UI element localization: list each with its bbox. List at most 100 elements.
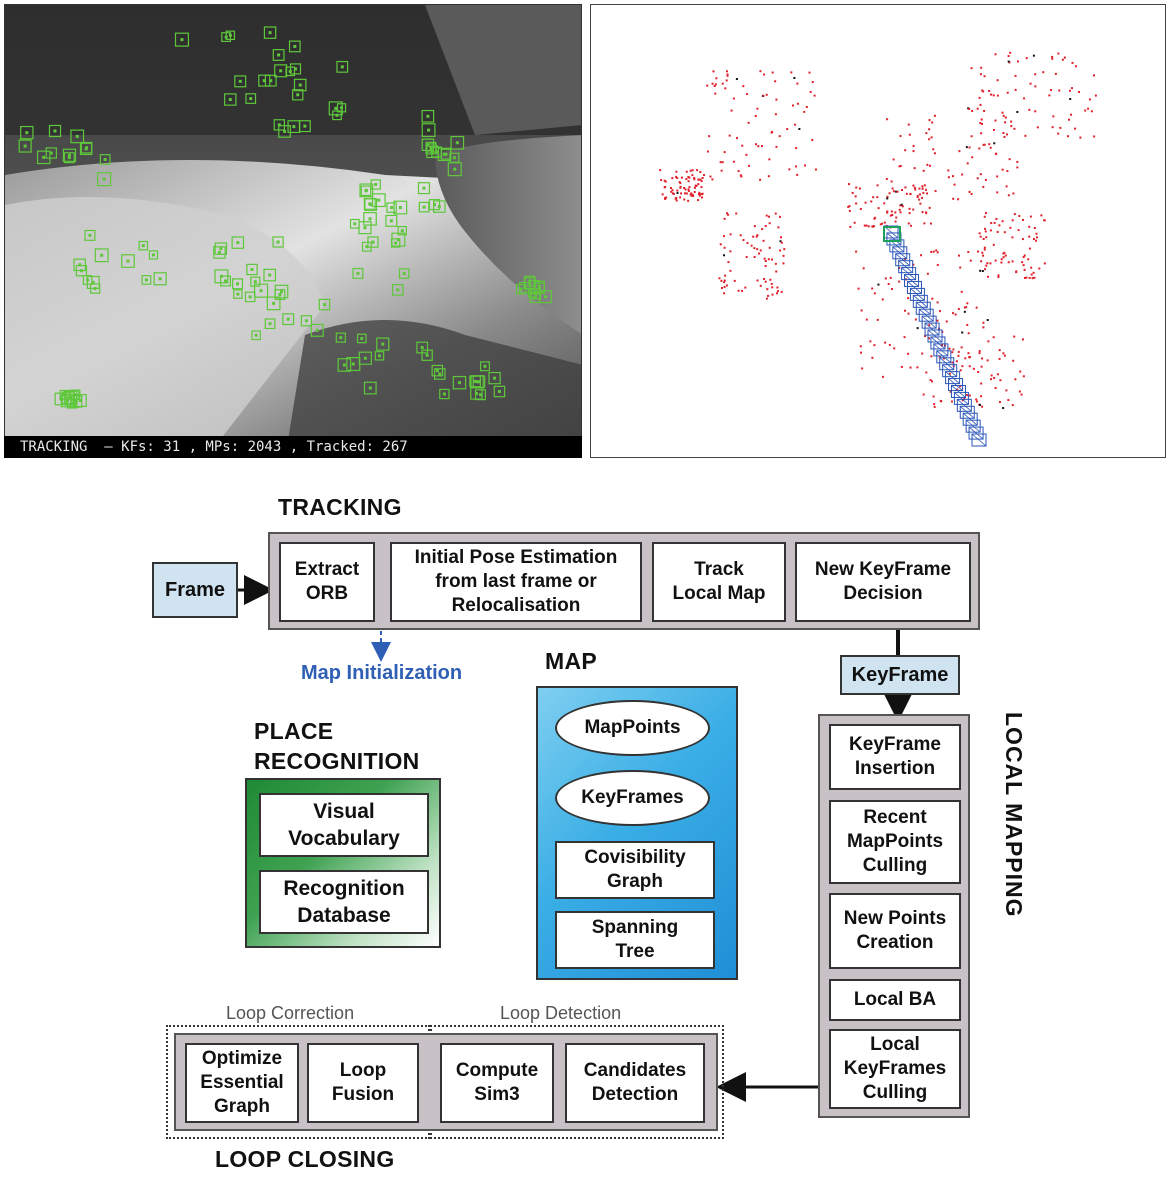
feature-point [534, 292, 538, 296]
map-point [788, 168, 791, 171]
map-point [779, 215, 782, 218]
map-point [1034, 110, 1037, 113]
map-point [930, 355, 933, 358]
map-point [936, 301, 939, 304]
map-point [871, 356, 874, 359]
map-point [970, 192, 973, 195]
map-point [872, 196, 875, 199]
map-point [1094, 94, 1097, 97]
feature-point [49, 151, 53, 155]
map-point [776, 286, 779, 289]
loop-detection-label: Loop Detection [500, 1003, 622, 1023]
map-point [763, 73, 766, 76]
map-point [916, 366, 919, 369]
feature-marker [272, 49, 285, 61]
map-point [982, 254, 985, 257]
keyframe-marker [895, 253, 911, 267]
feature-point [219, 247, 223, 251]
map-point [877, 207, 880, 210]
map-point [720, 286, 723, 289]
covisibility-graph-box: Covisibility Graph [555, 841, 715, 899]
map-point [728, 134, 731, 137]
map-point [935, 249, 938, 252]
feature-marker [82, 275, 93, 285]
map-point [886, 211, 889, 214]
keyframe-marker [959, 405, 975, 419]
map-point [798, 128, 801, 131]
feature-point [67, 153, 71, 157]
map-point [1001, 168, 1004, 171]
feature-marker [493, 385, 506, 398]
map-point [983, 75, 986, 78]
feature-point [356, 271, 360, 275]
map-point [890, 180, 893, 183]
map-point [966, 162, 969, 165]
map-point [961, 331, 964, 334]
map-point [863, 224, 866, 227]
map-point [811, 81, 814, 84]
map-point [961, 365, 964, 368]
feature-marker [450, 135, 465, 150]
map-point [966, 323, 969, 326]
feature-point [369, 203, 373, 207]
map-point [725, 79, 728, 82]
map-point [873, 344, 876, 347]
keyframe-marker [948, 378, 964, 392]
map-point [805, 106, 808, 109]
map-point [680, 192, 683, 195]
map-point [765, 297, 768, 300]
feature-marker [359, 183, 374, 198]
map-point [876, 184, 879, 187]
map-point [907, 312, 910, 315]
map-point [1022, 255, 1025, 258]
map-point [958, 254, 961, 257]
keyframe-marker [939, 357, 955, 371]
map-point [919, 254, 922, 257]
map-point [994, 259, 997, 262]
map-point [719, 243, 722, 246]
map-point [921, 211, 924, 214]
feature-point [180, 38, 184, 42]
map-point [965, 306, 968, 309]
map-point [720, 279, 723, 282]
feature-point [364, 188, 368, 192]
map-point [972, 367, 975, 370]
feature-marker [416, 341, 429, 354]
feature-point [283, 129, 287, 133]
feature-marker [20, 125, 34, 140]
map-point [747, 121, 750, 124]
map-point [685, 192, 688, 195]
feature-point [363, 356, 367, 360]
feature-marker [538, 290, 552, 304]
feature-marker [233, 289, 243, 299]
map-point [702, 174, 705, 177]
map-point [847, 183, 850, 186]
map-point [715, 77, 718, 80]
map-point [914, 188, 917, 191]
map-point [899, 204, 902, 207]
feature-marker [282, 313, 295, 326]
map-point [750, 244, 753, 247]
feature-point [272, 301, 276, 305]
tracking-status-bar: TRACKING — KFs: 31 , MPs: 2043 , Tracked… [4, 436, 582, 458]
map-point [928, 128, 931, 131]
map-point [981, 122, 984, 125]
loop-fusion-box: Loop Fusion [307, 1043, 419, 1123]
map-point [740, 175, 743, 178]
map-point [719, 161, 722, 164]
map-point [862, 267, 865, 270]
map-point [981, 270, 984, 273]
map-point [983, 248, 986, 251]
map-point [1011, 219, 1014, 222]
feature-point [360, 336, 364, 340]
feature-marker [224, 93, 237, 106]
map-point [867, 225, 870, 228]
map-point [756, 279, 759, 282]
feature-marker [121, 254, 135, 268]
map-point [1023, 268, 1026, 271]
map-point [996, 191, 999, 194]
map-point [981, 251, 984, 254]
feature-point [315, 328, 319, 332]
map-point [996, 230, 999, 233]
map-point [966, 394, 969, 397]
